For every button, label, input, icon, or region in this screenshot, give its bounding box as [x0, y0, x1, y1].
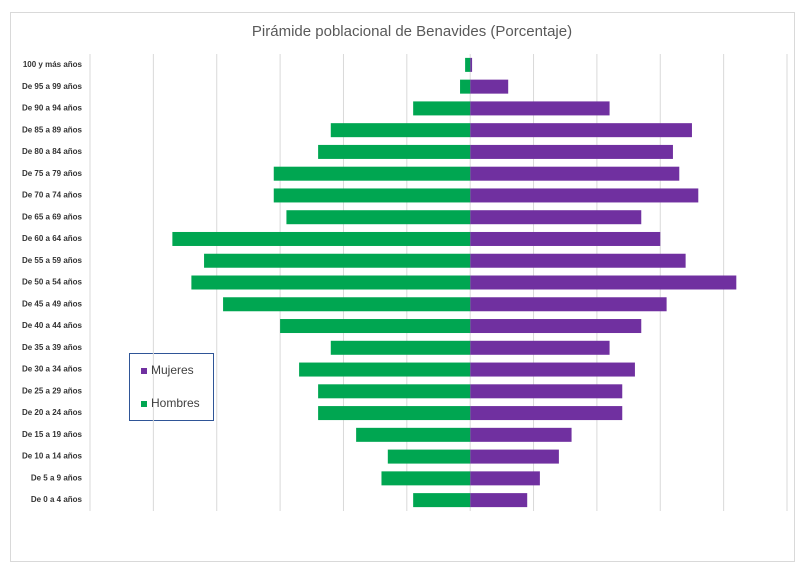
- bar: [318, 384, 471, 399]
- bar: [330, 123, 471, 138]
- y-tick-label: De 20 a 24 años: [22, 408, 83, 417]
- bar: [470, 406, 623, 421]
- y-tick-label: De 30 a 34 años: [22, 365, 83, 374]
- y-tick-label: De 35 a 39 años: [22, 343, 83, 352]
- bar: [413, 493, 471, 508]
- legend-label: Hombres: [151, 396, 200, 410]
- bar: [330, 340, 471, 355]
- bar: [381, 471, 471, 486]
- bar: [470, 101, 610, 116]
- y-tick-label: De 0 a 4 años: [31, 495, 83, 504]
- bar: [172, 231, 471, 246]
- bar: [470, 319, 642, 334]
- bar: [413, 101, 471, 116]
- y-tick-label: De 70 a 74 años: [22, 191, 83, 200]
- y-tick-label: De 95 a 99 años: [22, 82, 83, 91]
- bar: [470, 210, 642, 225]
- y-tick-label: De 90 a 94 años: [22, 104, 83, 113]
- y-tick-label: De 75 a 79 años: [22, 169, 83, 178]
- bar: [273, 166, 471, 181]
- bar: [470, 297, 667, 312]
- y-tick-label: De 5 a 9 años: [31, 473, 83, 482]
- bar: [356, 427, 471, 442]
- y-tick-label: De 80 a 84 años: [22, 147, 83, 156]
- bar: [470, 57, 473, 72]
- bar: [470, 449, 559, 464]
- bar: [470, 188, 699, 203]
- bar: [280, 319, 471, 334]
- y-tick-label: De 10 a 14 años: [22, 452, 83, 461]
- legend-swatch: [141, 368, 147, 374]
- y-tick-label: De 60 a 64 años: [22, 234, 83, 243]
- bar: [204, 253, 471, 268]
- y-tick-label: 100 y más años: [23, 60, 83, 69]
- y-tick-label: De 40 a 44 años: [22, 321, 83, 330]
- bar: [470, 231, 661, 246]
- legend-box: [129, 353, 214, 421]
- legend-swatch: [141, 401, 147, 407]
- legend-label: Mujeres: [151, 363, 194, 377]
- y-tick-label: De 50 a 54 años: [22, 278, 83, 287]
- bar: [470, 340, 610, 355]
- y-tick-label: De 85 a 89 años: [22, 125, 83, 134]
- y-tick-label: De 55 a 59 años: [22, 256, 83, 265]
- bar: [470, 123, 692, 138]
- bar: [273, 188, 471, 203]
- y-tick-label: De 65 a 69 años: [22, 212, 83, 221]
- chart-title: Pirámide poblacional de Benavides (Porce…: [252, 23, 572, 40]
- bar: [191, 275, 471, 290]
- bar: [470, 362, 635, 377]
- bar: [470, 144, 673, 159]
- y-tick-label: De 25 a 29 años: [22, 386, 83, 395]
- bar: [318, 144, 471, 159]
- bar: [460, 79, 471, 94]
- bar: [470, 384, 623, 399]
- bar: [470, 79, 509, 94]
- bar: [465, 57, 471, 72]
- bar: [299, 362, 471, 377]
- bar: [470, 253, 686, 268]
- bar: [470, 471, 540, 486]
- bar: [286, 210, 471, 225]
- bar: [318, 406, 471, 421]
- y-tick-label: De 15 a 19 años: [22, 430, 83, 439]
- bar: [470, 493, 528, 508]
- bar: [470, 166, 680, 181]
- bar: [223, 297, 471, 312]
- bar: [470, 427, 572, 442]
- bar: [470, 275, 737, 290]
- bar: [387, 449, 471, 464]
- y-tick-label: De 45 a 49 años: [22, 299, 83, 308]
